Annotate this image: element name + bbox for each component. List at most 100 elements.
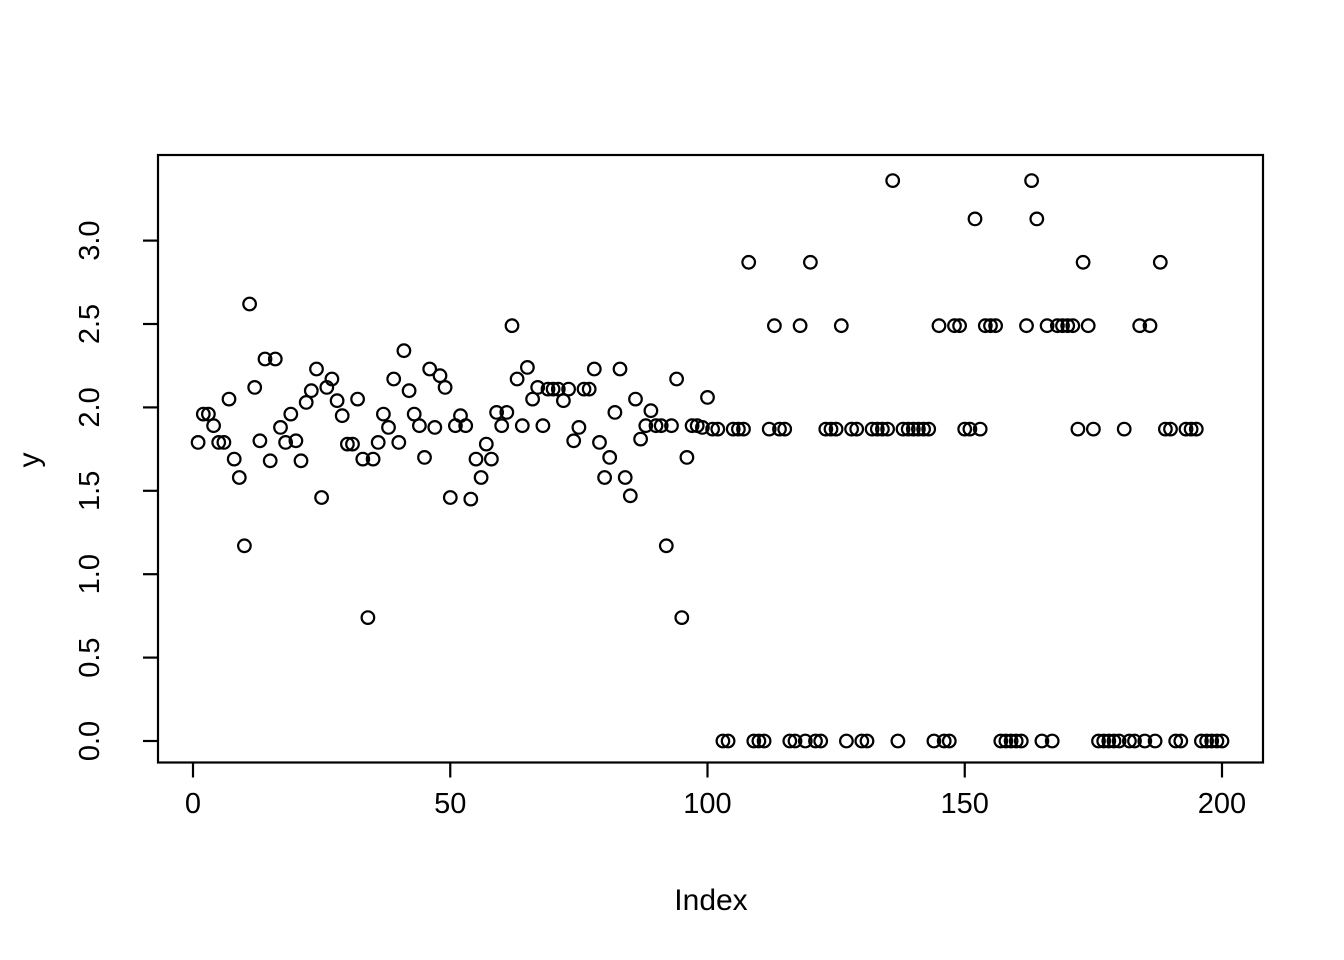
data-point: [869, 421, 885, 437]
data-point: [695, 420, 710, 435]
data-point: [684, 418, 700, 434]
data-point: [1193, 733, 1209, 749]
data-point: [386, 371, 402, 387]
data-point: [777, 421, 793, 437]
data-point: [473, 470, 489, 485]
data-point: [792, 318, 808, 334]
data-point: [1024, 173, 1039, 189]
data-point: [1106, 733, 1122, 749]
data-point: [1137, 733, 1153, 749]
data-point: [988, 318, 1003, 334]
data-point: [967, 211, 983, 227]
x-axis-tick-label: 150: [941, 788, 989, 820]
data-point: [612, 361, 628, 377]
data-point: [226, 451, 242, 467]
data-point: [633, 431, 648, 447]
data-point: [1199, 733, 1214, 749]
data-point: [1121, 733, 1137, 749]
data-point: [1029, 211, 1045, 227]
y-axis-tick-label: 2.5: [74, 304, 106, 344]
data-point: [396, 343, 412, 359]
data-point: [720, 733, 736, 749]
data-point: [895, 421, 911, 437]
data-point: [607, 405, 623, 420]
y-axis-tick-label: 0.5: [74, 637, 106, 677]
data-point: [576, 381, 592, 397]
data-point: [916, 421, 931, 437]
data-point: [844, 421, 859, 437]
data-point: [1044, 733, 1060, 749]
data-point: [329, 393, 345, 409]
data-point: [417, 450, 432, 465]
data-point: [494, 418, 510, 434]
y-axis-title: y: [13, 452, 46, 468]
data-point: [592, 435, 607, 450]
data-point: [597, 470, 612, 485]
data-point: [828, 421, 844, 437]
data-point: [669, 371, 684, 387]
data-point: [638, 418, 654, 434]
data-point: [705, 421, 720, 437]
data-point: [406, 406, 422, 422]
data-point: [298, 395, 314, 410]
y-axis-tick-label: 1.0: [74, 554, 106, 594]
data-point: [437, 380, 453, 395]
data-point: [525, 391, 540, 407]
data-point: [309, 361, 324, 377]
data-point: [242, 296, 258, 312]
data-point: [442, 490, 458, 505]
data-point: [530, 380, 546, 395]
data-point: [905, 421, 921, 437]
data-point: [401, 383, 417, 399]
data-point: [1003, 733, 1019, 749]
data-point: [1188, 421, 1204, 437]
data-point: [484, 451, 499, 467]
data-point: [216, 435, 232, 450]
data-point: [283, 406, 299, 422]
data-point: [797, 733, 813, 749]
x-axis-tick-label: 50: [434, 788, 466, 820]
data-point: [1039, 318, 1055, 334]
data-point: [1070, 421, 1086, 437]
data-point: [998, 733, 1014, 749]
data-point: [463, 491, 479, 507]
data-point: [1132, 318, 1148, 334]
data-point: [952, 318, 967, 334]
data-point: [288, 433, 304, 449]
data-point: [643, 403, 659, 419]
data-point: [957, 421, 973, 437]
data-point: [751, 733, 767, 749]
x-axis-title: Index: [674, 884, 748, 917]
data-point: [700, 390, 715, 405]
data-point: [314, 490, 330, 505]
data-point: [617, 470, 633, 485]
data-point: [767, 318, 782, 334]
data-point: [972, 421, 988, 437]
y-axis-tick-label: 1.5: [74, 471, 106, 511]
data-point: [520, 360, 535, 375]
data-point: [1075, 254, 1091, 270]
data-point: [736, 421, 751, 437]
data-point: [221, 391, 237, 407]
y-axis-tick-label: 3.0: [74, 220, 106, 260]
x-axis-tick-label: 100: [683, 788, 731, 820]
data-point: [586, 361, 602, 377]
data-point: [808, 733, 823, 749]
data-point: [628, 391, 643, 407]
data-point: [947, 318, 962, 334]
data-point: [257, 351, 273, 367]
data-point: [818, 421, 834, 437]
data-point: [941, 733, 957, 749]
data-point: [293, 453, 309, 469]
data-point: [1049, 318, 1065, 334]
data-point: [880, 421, 895, 437]
data-point: [1055, 318, 1070, 334]
data-point: [1091, 733, 1106, 749]
data-point: [365, 451, 381, 467]
data-point: [731, 421, 746, 437]
data-point: [921, 421, 937, 437]
data-point: [1142, 318, 1158, 334]
data-point: [236, 538, 252, 554]
